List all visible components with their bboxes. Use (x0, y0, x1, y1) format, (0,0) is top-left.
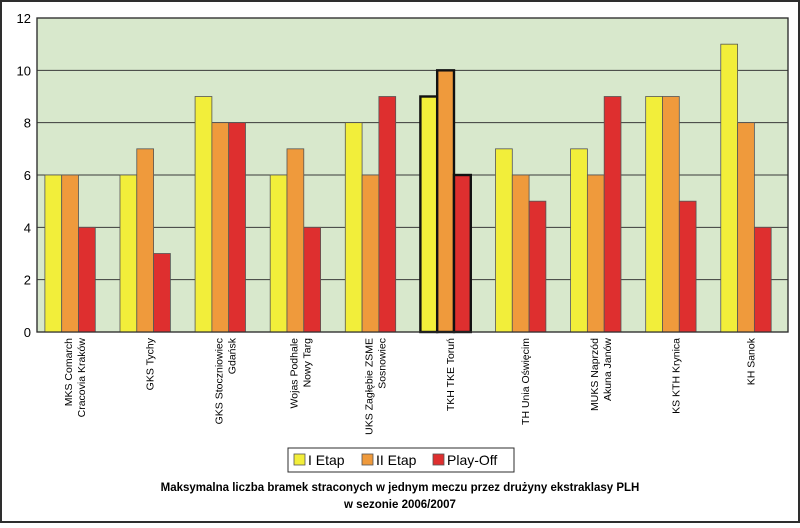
legend-box (287, 447, 515, 473)
bar-ii-etap-5 (435, 69, 456, 334)
bar-play-off-1 (153, 253, 171, 333)
x-tick-label: Nowy Targ (301, 338, 313, 388)
y-tick-label: 4 (24, 220, 31, 235)
bar-play-off-5 (452, 173, 472, 334)
bar-ii-etap-2 (211, 122, 230, 333)
bar-play-off-2 (228, 122, 246, 333)
y-tick-label: 2 (24, 273, 31, 288)
bar-ii-etap-9 (737, 122, 755, 333)
x-tick-label: Cracovia Kraków (76, 338, 88, 418)
bar-play-off-3 (303, 226, 321, 333)
bar-i-etap-1 (119, 174, 138, 333)
x-tick-label: GKS Tychy (145, 337, 157, 390)
x-tick-label: Akuna Janów (602, 338, 614, 401)
bar-play-off-4 (378, 96, 397, 333)
chart-title-line-1: Maksymalna liczba bramek straconych w je… (161, 482, 640, 494)
x-tick-label: KS KTH Krynica (670, 338, 682, 414)
plot-frame (36, 17, 789, 333)
y-tick-label: 6 (24, 168, 31, 183)
bar-i-etap-3 (269, 174, 288, 333)
y-tick-label: 12 (17, 11, 31, 26)
bar-ii-etap-7 (586, 174, 605, 333)
y-axis-tick-labels: 0 2 4 6 8 10 12 (17, 11, 31, 340)
bar-play-off-8 (678, 200, 697, 333)
chart-title-line-2: w sezonie 2006/2007 (343, 499, 456, 511)
y-tick-label: 8 (24, 116, 31, 131)
x-tick-label: MKS Comarch (63, 338, 75, 406)
bar-i-etap-7 (570, 148, 588, 333)
legend: I Etap II Etap Play-Off (287, 447, 515, 473)
bar-i-etap-9 (720, 43, 738, 333)
bar-play-off-6 (528, 200, 547, 333)
x-tick-label: TH Unia Oświęcim (520, 338, 532, 425)
legend-swatch-ii-etap (361, 453, 374, 466)
bar-i-etap-8 (645, 96, 663, 333)
bar-play-off-0 (78, 226, 96, 333)
bar-series-group (44, 43, 772, 334)
x-tick-label: Gdańsk (226, 337, 238, 374)
bar-ii-etap-8 (662, 96, 680, 333)
x-tick-label: TKH TKE Toruń (445, 338, 457, 411)
x-tick-label: GKS Stoczniowiec (213, 338, 225, 424)
legend-label-ii-etap: II Etap (376, 452, 417, 468)
bar-i-etap-4 (344, 122, 363, 333)
x-tick-label: MUKS Naprzód (589, 338, 601, 411)
bar-play-off-9 (753, 226, 772, 333)
bar-i-etap-2 (194, 96, 213, 333)
legend-label-i-etap: I Etap (308, 452, 345, 468)
x-tick-label: KH Sanok (745, 337, 757, 385)
bar-i-etap-0 (44, 174, 63, 333)
y-tick-label: 0 (24, 325, 31, 340)
bar-i-etap-5 (419, 95, 439, 334)
legend-label-play-off: Play-Off (447, 452, 497, 468)
bar-ii-etap-6 (511, 174, 530, 333)
bar-play-off-7 (603, 96, 622, 333)
bar-ii-etap-3 (286, 148, 305, 333)
bar-ii-etap-0 (61, 174, 79, 333)
legend-swatch-play-off (432, 453, 445, 466)
y-tick-label: 10 (17, 63, 31, 78)
legend-swatch-i-etap (293, 453, 306, 466)
bar-ii-etap-1 (136, 148, 154, 333)
x-tick-label: Sosnowiec (376, 338, 388, 389)
x-tick-label: Wojas Podhale (288, 338, 300, 409)
x-axis-tick-labels: MKS Comarch Cracovia Kraków GKS Tychy GKS S… (36, 17, 789, 435)
bar-i-etap-6 (495, 148, 513, 333)
bar-ii-etap-4 (361, 174, 380, 333)
x-tick-label: UKS Zagłębie ZSME (363, 338, 375, 435)
